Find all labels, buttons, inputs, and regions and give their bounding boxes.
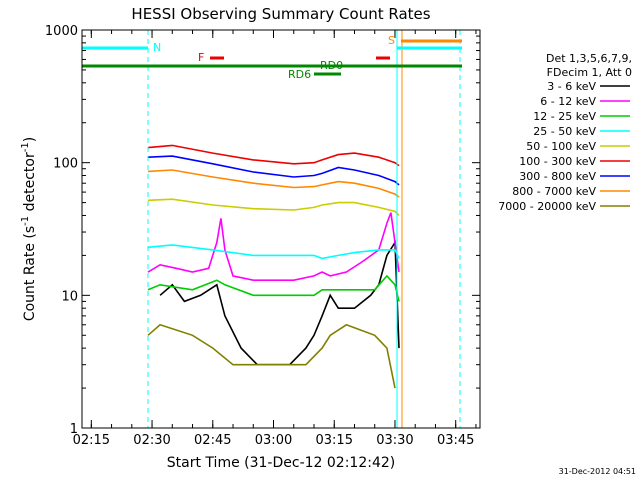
legend-label: 3 - 6 keV	[547, 80, 596, 93]
generation-timestamp: 31-Dec-2012 04:51	[559, 467, 636, 476]
x-tick-label: 03:30	[376, 433, 413, 448]
x-tick-label: 02:15	[73, 433, 110, 448]
x-tick-label: 03:00	[255, 433, 292, 448]
y-axis-label-sup-2: -1	[20, 142, 31, 152]
flag-s-label: S	[388, 34, 395, 47]
series-line	[147, 144, 400, 167]
legend-items: 3 - 6 keV 6 - 12 keV 12 - 25 keV 25 - 50 ke…	[498, 80, 630, 213]
y-axis-label-part-3: )	[22, 137, 38, 142]
flag-rd6-label: RD6	[288, 68, 311, 81]
series-layer	[147, 144, 400, 389]
series-line	[147, 169, 400, 198]
legend-label: 50 - 100 keV	[526, 140, 596, 153]
y-axis-label-sup-1: -1	[20, 216, 31, 226]
legend-header-2: FDecim 1, Att 0	[547, 66, 632, 79]
legend-label: 100 - 300 keV	[519, 155, 596, 168]
flag-f-label: F	[198, 51, 204, 64]
flag-rd0-label: RD0	[320, 59, 343, 72]
series-line	[147, 244, 400, 260]
legend: Det 1,3,5,6,7,9, FDecim 1, Att 0 3 - 6 k…	[498, 52, 632, 213]
y-tick-label: 10	[61, 289, 78, 304]
plot-area: N S F RD0 RD6	[81, 29, 481, 429]
y-axis-label-part-1: Count Rate (s	[22, 226, 38, 321]
series-line	[147, 323, 396, 389]
plot-frame	[81, 29, 481, 429]
x-axis-label: Start Time (31-Dec-12 02:12:42)	[167, 455, 395, 471]
legend-header-1: Det 1,3,5,6,7,9,	[546, 52, 632, 65]
y-tick-label: 1	[70, 422, 78, 437]
series-line	[147, 155, 400, 186]
legend-label: 7000 - 20000 keV	[498, 200, 596, 213]
legend-label: 800 - 7000 keV	[512, 185, 596, 198]
series-line	[147, 198, 400, 217]
annotation-layer: N S F RD0 RD6	[82, 30, 462, 428]
y-tick-label: 1000	[45, 24, 78, 39]
x-axis: 02:15 02:30 02:45 03:00 03:15 03:30 03:45	[73, 30, 477, 448]
chart-title: HESSI Observing Summary Count Rates	[131, 5, 430, 23]
y-axis: 1 10 100 1000	[45, 24, 480, 437]
flag-n-label: N	[153, 41, 161, 54]
y-axis-label: Count Rate (s-1 detector-1)	[20, 137, 38, 321]
legend-label: 300 - 800 keV	[519, 170, 596, 183]
x-tick-label: 02:30	[133, 433, 170, 448]
legend-label: 6 - 12 keV	[540, 95, 596, 108]
series-line	[147, 274, 400, 302]
series-line	[147, 212, 400, 281]
legend-label: 25 - 50 keV	[533, 125, 596, 138]
y-tick-label: 100	[53, 157, 78, 172]
x-tick-label: 03:15	[316, 433, 353, 448]
y-axis-label-part-2: detector	[22, 152, 38, 216]
x-tick-label: 03:45	[437, 433, 474, 448]
legend-label: 12 - 25 keV	[533, 110, 596, 123]
x-tick-label: 02:45	[194, 433, 231, 448]
